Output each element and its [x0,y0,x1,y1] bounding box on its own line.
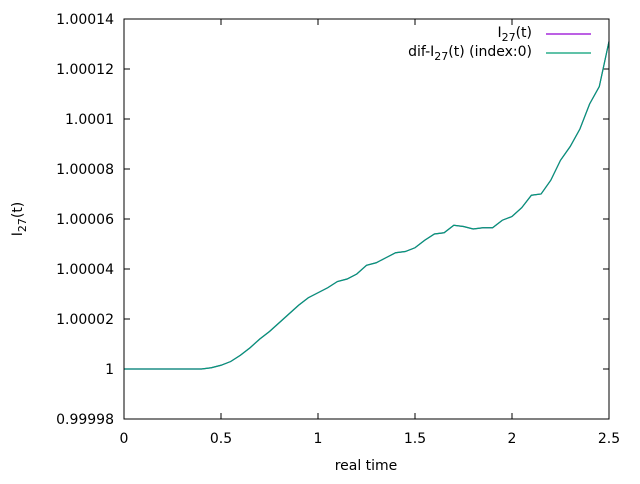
y-axis-label-base: I [10,232,26,236]
legend-label-1-base: I [497,25,501,41]
y-axis-label-sub: 27 [16,218,29,232]
x-tick-label: 2 [508,431,517,447]
axis-ticks: 0 0.5 1 1.5 2 2.5 0.99998 1 1.00002 1.00004 1.0000… [56,12,620,447]
x-tick-label: 2.5 [598,431,620,447]
legend-label-1-sub: 27 [502,31,516,44]
y-tick-label: 1 [105,362,114,378]
legend-label-2-sub: 27 [434,50,448,63]
y-tick-label: 0.99998 [56,412,114,428]
y-tick-label: 1.00002 [56,312,114,328]
legend-label-2-suffix: (t) (index:0) [448,44,532,60]
legend-label-1: I27(t) [497,25,532,44]
plot-border [123,18,610,420]
series-line-1 [124,41,610,370]
y-tick-label: 1.00004 [56,262,114,278]
legend-label-1-suffix: (t) [516,25,532,41]
x-tick-label: 0.5 [210,431,232,447]
legend-label-2-base: dif-I [408,44,434,60]
y-tick-label: 1.00014 [56,12,114,28]
x-axis-label: real time [335,458,398,474]
y-tick-label: 1.00012 [56,62,114,78]
y-tick-label: 1.00008 [56,162,114,178]
y-tick-label: 1.00006 [56,212,114,228]
y-tick-label: 1.0001 [65,112,114,128]
series-line-2 [124,41,610,370]
legend: I27(t) dif-I27(t) (index:0) [408,25,591,63]
legend-label-2: dif-I27(t) (index:0) [408,44,532,63]
series-lines [124,41,610,370]
x-tick-label: 1.5 [404,431,426,447]
x-tick-label: 1 [314,431,323,447]
x-tick-label: 0 [120,431,129,447]
y-axis-label-suffix: (t) [10,202,26,218]
y-axis-label: I27(t) [10,202,29,237]
